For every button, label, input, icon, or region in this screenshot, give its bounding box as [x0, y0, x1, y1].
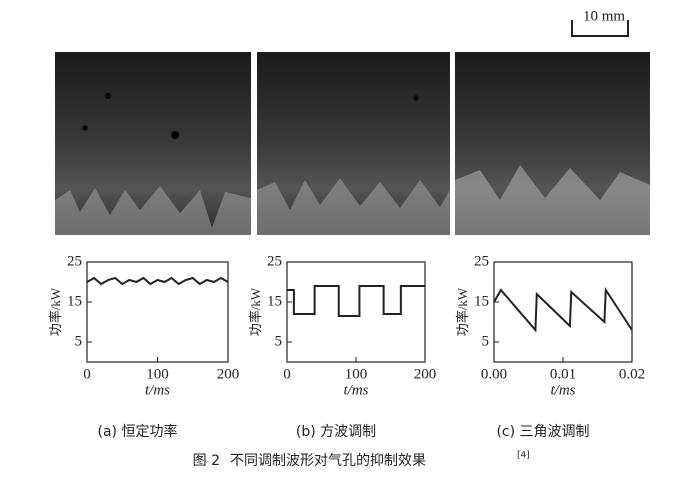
x-tick-label: 100: [146, 366, 169, 382]
x-axis-label: t/ms: [145, 382, 170, 398]
figure-ref: [4]: [517, 451, 530, 461]
x-tick-label: 200: [217, 366, 240, 382]
scale-bar-label: 10 mm: [583, 8, 625, 24]
x-tick-label: 0.00: [481, 366, 507, 382]
y-axis-label: 功率/kW: [48, 287, 63, 336]
photos: [55, 52, 650, 235]
y-tick-label: 5: [275, 333, 283, 349]
pore: [105, 93, 111, 99]
figure-label: 图 2: [193, 453, 220, 469]
pore: [82, 125, 88, 131]
y-axis-label: 功率/kW: [248, 287, 263, 336]
x-axis-label: t/ms: [550, 382, 575, 398]
y-tick-label: 25: [67, 253, 82, 269]
x-tick-label: 100: [345, 366, 368, 382]
panel-caption: (b) 方波调制: [296, 424, 376, 440]
y-tick-label: 25: [474, 253, 489, 269]
pore: [413, 95, 419, 101]
y-tick-label: 15: [474, 293, 489, 309]
panel-caption: (a) 恒定功率: [98, 423, 178, 440]
pore: [171, 131, 179, 139]
weld-edge: [455, 165, 650, 235]
x-axis-label: t/ms: [343, 382, 368, 398]
weld-edge: [257, 178, 450, 235]
y-tick-label: 15: [67, 293, 82, 309]
scale-bar: [571, 20, 629, 37]
x-tick-label: 0.02: [619, 366, 645, 382]
y-axis-label: 功率/kW: [455, 287, 470, 336]
x-tick-label: 0: [83, 366, 91, 382]
y-tick-label: 5: [75, 333, 83, 349]
y-tick-label: 15: [267, 293, 282, 309]
data-line: [287, 285, 425, 317]
data-line: [86, 276, 229, 286]
x-tick-label: 0.01: [550, 366, 576, 382]
figure-title: 不同调制波形对气孔的抑制效果: [230, 453, 426, 469]
x-tick-label: 200: [414, 366, 437, 382]
panel-caption: (c) 三角波调制: [496, 424, 589, 440]
y-tick-label: 25: [267, 253, 282, 269]
weld-edge: [55, 186, 251, 235]
data-line: [493, 286, 633, 333]
y-tick-label: 5: [482, 333, 490, 349]
x-tick-label: 0: [283, 366, 291, 382]
